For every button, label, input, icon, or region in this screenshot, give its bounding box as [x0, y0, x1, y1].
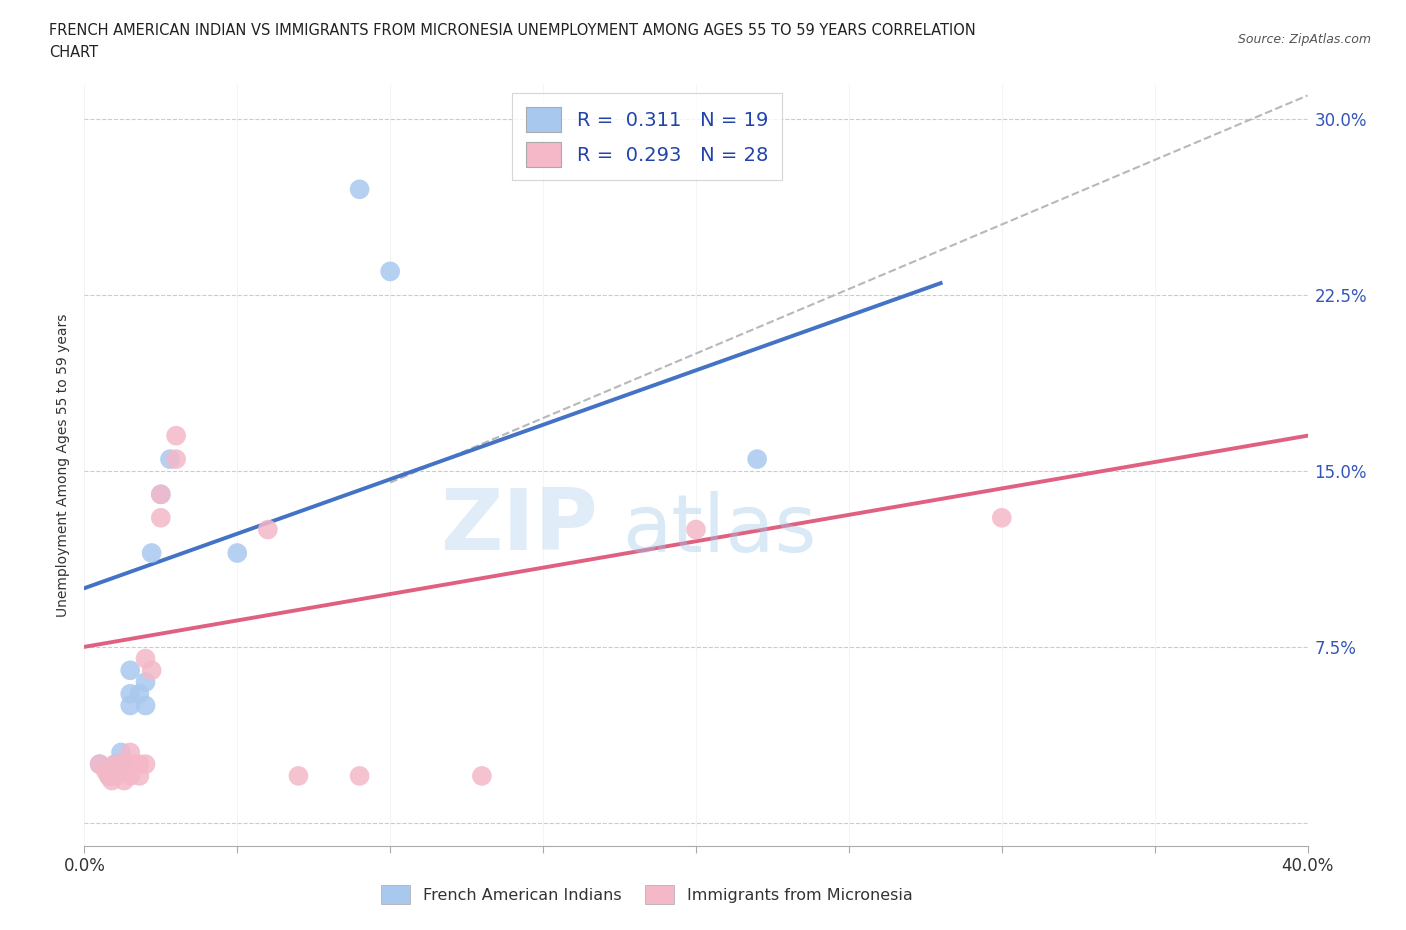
Point [110, 757, 132, 772]
Point [97, 768, 120, 783]
Point [165, 428, 187, 443]
Point [110, 745, 132, 760]
Point [165, 452, 187, 467]
Point [110, 757, 132, 772]
Point [120, 745, 142, 760]
Point [685, 522, 707, 537]
Point [149, 487, 172, 502]
Point [101, 773, 124, 788]
Point [104, 768, 127, 783]
Point [149, 487, 172, 502]
Point [141, 663, 163, 678]
Text: atlas: atlas [623, 491, 817, 569]
Point [120, 698, 142, 713]
Point [257, 522, 280, 537]
Point [747, 452, 769, 467]
Point [120, 757, 142, 772]
Point [104, 757, 127, 772]
Point [112, 773, 135, 788]
Point [94, 764, 117, 778]
Text: Source: ZipAtlas.com: Source: ZipAtlas.com [1237, 33, 1371, 46]
Text: ZIP: ZIP [440, 485, 598, 567]
Point [128, 686, 150, 701]
Point [380, 264, 402, 279]
Point [226, 546, 249, 561]
Point [104, 768, 127, 783]
Point [135, 674, 157, 689]
Point [287, 768, 309, 783]
Point [110, 764, 132, 778]
Point [349, 768, 371, 783]
Point [991, 511, 1014, 525]
Point [128, 757, 150, 772]
Point [135, 651, 157, 666]
Text: CHART: CHART [49, 45, 98, 60]
Y-axis label: Unemployment Among Ages 55 to 59 years: Unemployment Among Ages 55 to 59 years [56, 313, 70, 617]
Point [149, 511, 172, 525]
Point [122, 757, 145, 772]
Point [120, 768, 142, 783]
Legend: French American Indians, Immigrants from Micronesia: French American Indians, Immigrants from… [375, 879, 920, 910]
Point [471, 768, 494, 783]
Point [141, 546, 163, 561]
Point [135, 757, 157, 772]
Point [120, 686, 142, 701]
Point [128, 768, 150, 783]
Point [349, 182, 371, 197]
Point [89, 757, 111, 772]
Point [120, 663, 142, 678]
Point [104, 757, 127, 772]
Point [89, 757, 111, 772]
Point [135, 698, 157, 713]
Text: FRENCH AMERICAN INDIAN VS IMMIGRANTS FROM MICRONESIA UNEMPLOYMENT AMONG AGES 55 : FRENCH AMERICAN INDIAN VS IMMIGRANTS FRO… [49, 23, 976, 38]
Point [159, 452, 181, 467]
Point [97, 768, 120, 783]
